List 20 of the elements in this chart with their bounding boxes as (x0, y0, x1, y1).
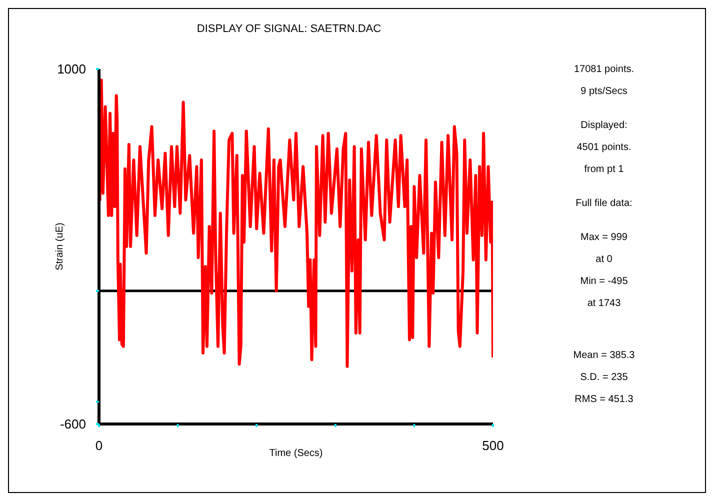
chart-title: DISPLAY OF SIGNAL: SAETRN.DAC (196, 23, 382, 35)
text: at 0 (594, 254, 614, 266)
text: RMS = 451.3 (574, 394, 634, 406)
text: Min = -495 (579, 276, 629, 288)
text: 17081 points. (572, 64, 636, 76)
text: Max = 999 (580, 232, 628, 244)
text: 9 pts/Secs (580, 86, 628, 98)
text: from pt 1 (583, 164, 625, 176)
x-tick-label: 500 (482, 438, 504, 454)
x-tick-label: 0 (95, 438, 103, 454)
text: 4501 points. (576, 142, 632, 154)
x-axis-title: Time (Secs) (269, 448, 323, 459)
text: Mean = 385.3 (572, 350, 636, 362)
y-axis-title: Strain (uE) (54, 222, 66, 270)
text: Displayed: (580, 120, 628, 132)
y-tick-label: 1000 (57, 62, 86, 77)
text: S.D. = 235 (579, 372, 629, 384)
text: Full file data: (574, 198, 634, 210)
text: at 1743 (586, 298, 622, 310)
y-tick-label: -600 (60, 416, 86, 432)
